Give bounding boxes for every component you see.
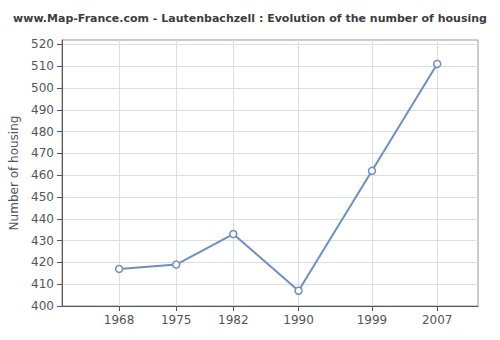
svg-text:520: 520 <box>31 37 54 51</box>
svg-text:1968: 1968 <box>104 313 135 327</box>
svg-text:410: 410 <box>31 277 54 291</box>
svg-text:480: 480 <box>31 125 54 139</box>
svg-text:Number of housing: Number of housing <box>7 116 21 231</box>
svg-text:470: 470 <box>31 146 54 160</box>
svg-text:460: 460 <box>31 168 54 182</box>
svg-text:1975: 1975 <box>161 313 192 327</box>
svg-text:400: 400 <box>31 299 54 313</box>
svg-text:500: 500 <box>31 81 54 95</box>
svg-text:430: 430 <box>31 234 54 248</box>
svg-text:1982: 1982 <box>218 313 249 327</box>
svg-text:510: 510 <box>31 59 54 73</box>
svg-text:420: 420 <box>31 255 54 269</box>
svg-text:1990: 1990 <box>283 313 314 327</box>
svg-text:www.Map-France.com - Lautenbac: www.Map-France.com - Lautenbachzell : Ev… <box>13 12 487 25</box>
svg-text:1999: 1999 <box>357 313 388 327</box>
svg-text:450: 450 <box>31 190 54 204</box>
svg-text:490: 490 <box>31 103 54 117</box>
svg-text:2007: 2007 <box>422 313 453 327</box>
svg-text:440: 440 <box>31 212 54 226</box>
